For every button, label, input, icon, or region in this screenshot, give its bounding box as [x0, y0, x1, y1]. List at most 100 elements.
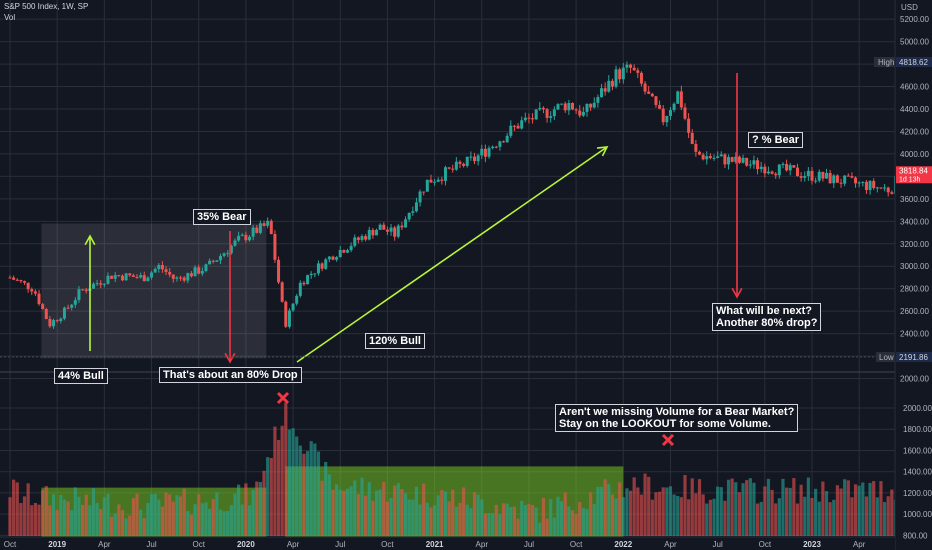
candle-body	[658, 104, 662, 109]
time-tick-label: Jul	[524, 540, 534, 549]
candle-body	[59, 318, 63, 322]
candle-body	[795, 167, 799, 177]
volume-bar	[251, 489, 255, 536]
candle-body	[861, 181, 865, 183]
candle-body	[596, 97, 600, 103]
candle-body	[650, 93, 654, 97]
candle-body	[287, 310, 291, 327]
candle-body	[574, 109, 578, 111]
candle-body	[298, 282, 302, 296]
candle-body	[349, 245, 353, 251]
candle-body	[763, 166, 767, 174]
candle-body	[632, 67, 636, 71]
volume-bar	[171, 501, 175, 536]
candle-body	[95, 283, 99, 285]
candle-body	[752, 160, 756, 165]
volume-bar	[454, 506, 458, 536]
volume-bar	[99, 508, 103, 536]
volume-bar	[599, 486, 604, 536]
annotation-volume-line2: Stay on the LOOKOUT for some Volume.	[559, 418, 771, 430]
volume-bar	[400, 489, 404, 536]
candle-body	[843, 175, 847, 184]
volume-bar	[861, 482, 865, 536]
volume-bar	[12, 479, 16, 536]
volume-indicator-label[interactable]: Vol	[4, 13, 16, 22]
high-price-tag-bg	[896, 57, 932, 67]
volume-bar	[113, 513, 117, 536]
candle-body	[523, 117, 527, 121]
candle-body	[621, 67, 625, 80]
candle-body	[785, 163, 789, 171]
volume-tick-label: 1800.00	[903, 425, 932, 434]
price-tick-label: 5200.00	[900, 15, 929, 24]
volume-bar	[810, 497, 814, 536]
volume-tick-label: 800.00	[903, 531, 928, 540]
candle-body	[128, 273, 132, 276]
volume-bar	[226, 510, 230, 536]
candle-body	[483, 148, 487, 157]
candle-body	[179, 277, 183, 279]
last-price-countdown: 1d 13h	[899, 176, 921, 183]
volume-bar	[19, 503, 23, 536]
volume-bar	[41, 490, 45, 536]
volume-bar	[70, 510, 74, 536]
candle-body	[222, 253, 226, 256]
candle-body	[77, 289, 81, 301]
candle-body	[668, 110, 672, 116]
volume-bar	[345, 488, 350, 536]
volume-bar	[668, 486, 673, 536]
volume-bar	[821, 481, 825, 536]
volume-bar	[639, 494, 644, 536]
volume-bar	[614, 498, 618, 536]
candle-body	[698, 151, 702, 155]
candle-body	[756, 160, 760, 170]
candle-body	[331, 256, 335, 260]
volume-bar	[378, 489, 382, 536]
price-tick-label: 2000.00	[900, 375, 929, 384]
volume-bar	[233, 493, 237, 536]
candle-body	[654, 96, 658, 105]
volume-bar	[647, 476, 651, 536]
volume-bar	[353, 480, 357, 536]
candle-body	[454, 161, 458, 170]
candle-body	[502, 141, 506, 143]
volume-bar	[284, 402, 288, 536]
symbol-title[interactable]: S&P 500 Index, 1W, SP	[4, 2, 89, 11]
volume-bar	[407, 499, 411, 536]
candle-body	[618, 69, 622, 80]
volume-bar	[795, 503, 800, 536]
volume-bar	[886, 496, 890, 536]
candle-body	[447, 167, 451, 169]
high-label: High	[878, 58, 894, 67]
volume-bar	[875, 497, 879, 536]
candle-body	[777, 164, 781, 176]
volume-bar	[560, 501, 564, 536]
volume-bar	[374, 490, 379, 536]
volume-bar	[62, 499, 67, 536]
volume-bar	[222, 511, 226, 536]
volume-bar	[110, 516, 114, 536]
volume-bar	[15, 482, 19, 536]
candle-body	[676, 91, 680, 104]
time-axis-bg	[0, 537, 895, 550]
volume-bar	[356, 494, 360, 536]
volume-tick-label: 1200.00	[903, 489, 932, 498]
volume-bar	[37, 504, 41, 536]
volume-bar	[447, 501, 451, 536]
volume-bar	[712, 498, 716, 536]
volume-bar	[240, 504, 244, 536]
candle-body	[799, 176, 803, 178]
candle-body	[84, 289, 88, 291]
volume-bar	[269, 458, 273, 536]
candle-body	[262, 223, 266, 226]
volume-bar	[80, 504, 85, 536]
volume-bar	[320, 480, 324, 536]
volume-bar	[120, 509, 125, 536]
candle-body	[883, 187, 887, 189]
candle-body	[375, 229, 379, 236]
volume-bar	[734, 482, 738, 536]
volume-bar	[331, 489, 335, 536]
candle-body	[175, 277, 179, 279]
candle-body	[360, 236, 364, 240]
